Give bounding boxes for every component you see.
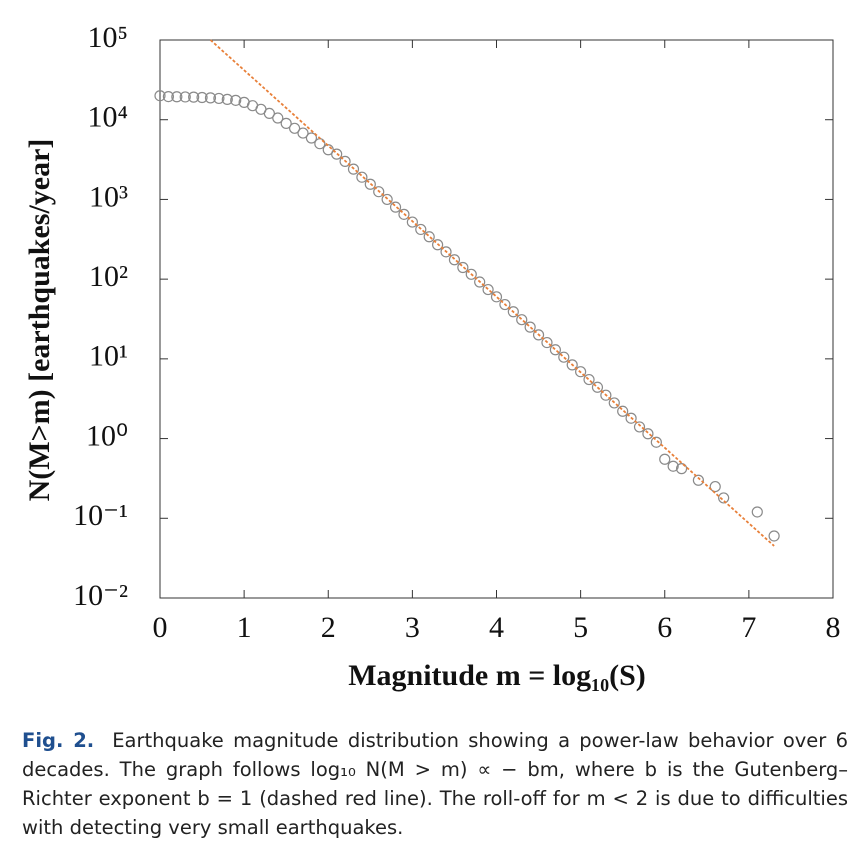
data-point [364, 178, 376, 190]
data-point [532, 329, 545, 341]
data-point [448, 254, 461, 266]
data-point [650, 436, 662, 448]
data-point [558, 351, 570, 363]
data-point [642, 428, 654, 440]
data-point [465, 268, 477, 280]
data-point [339, 155, 351, 167]
data-point [347, 163, 360, 175]
x-tick-label: 6 [657, 611, 672, 644]
data-point [171, 91, 183, 103]
data-point [516, 314, 528, 326]
y-axis-label: N(M>m) [earthquakes/year] [23, 139, 56, 502]
data-point [389, 201, 402, 213]
data-point [507, 306, 519, 318]
data-point [474, 276, 486, 288]
x-tick-label: 5 [573, 611, 588, 644]
data-point [154, 90, 166, 102]
data-point [356, 171, 368, 183]
data-point [633, 421, 646, 433]
chart: Magnitude m = log₁₀(S) N(M>m) [earthquak… [23, 21, 841, 692]
data-point [457, 261, 469, 274]
data-point [297, 127, 309, 139]
data-point [583, 373, 595, 386]
data-point [692, 474, 705, 486]
y-tick-label: 10⁵ [88, 21, 128, 54]
data-point [272, 112, 284, 124]
data-point [331, 148, 343, 160]
x-tick-label: 1 [237, 611, 252, 644]
data-point [499, 298, 511, 311]
data-point [490, 291, 503, 303]
data-point [381, 193, 393, 206]
y-tick-label: 10⁻¹ [73, 499, 128, 532]
x-tick-label: 4 [489, 611, 504, 644]
data-point [204, 92, 217, 104]
y-tick-label: 10⁰ [86, 419, 128, 452]
data-point [617, 405, 629, 417]
data-point [549, 344, 561, 356]
data-point [179, 91, 191, 103]
data-point [667, 460, 679, 472]
data-point [305, 132, 318, 144]
data-point [289, 122, 301, 134]
data-point [398, 208, 410, 220]
y-tick-label: 10² [89, 260, 128, 293]
plot-frame [159, 39, 834, 599]
y-tick-label: 10³ [89, 180, 128, 213]
data-point [280, 117, 292, 129]
data-point [263, 107, 275, 120]
x-tick-label: 2 [321, 611, 336, 644]
data-point [591, 381, 604, 393]
data-point [600, 389, 612, 401]
data-point [406, 216, 418, 228]
data-point [768, 530, 780, 542]
y-tick-label: 10⁴ [88, 101, 128, 134]
data-point [675, 463, 688, 475]
y-tick-label: 10⁻² [73, 579, 128, 612]
data-point [541, 336, 553, 349]
y-tick-label: 10¹ [89, 340, 128, 373]
data-point [718, 492, 730, 504]
data-point [423, 231, 435, 243]
data-point [432, 239, 444, 251]
x-axis-label: Magnitude m = log₁₀(S) [348, 659, 646, 692]
data-point [230, 94, 242, 106]
data-point [575, 366, 587, 378]
data-point [162, 90, 175, 103]
x-tick-label: 3 [405, 611, 420, 644]
data-point [524, 321, 536, 333]
caption-label: Fig. 2. [22, 729, 95, 752]
data-point [213, 92, 225, 105]
caption: Fig. 2. Earthquake magnitude distribution… [22, 726, 848, 842]
data-point [373, 186, 385, 198]
data-point [188, 91, 200, 103]
x-tick-label: 0 [153, 611, 168, 644]
data-point [196, 91, 208, 104]
data-point [221, 93, 233, 105]
data-point [659, 453, 671, 465]
data-point [566, 359, 578, 371]
data-point [608, 397, 620, 409]
data-point [482, 283, 494, 296]
data-point [709, 480, 721, 493]
x-tick-label: 7 [741, 611, 756, 644]
data-point [751, 506, 763, 518]
data-point [415, 223, 427, 236]
fit-line [209, 39, 775, 547]
data-point [625, 412, 637, 424]
x-tick-label: 8 [826, 611, 841, 644]
caption-text: Earthquake magnitude distribution showin… [22, 729, 848, 839]
data-point [440, 246, 452, 258]
